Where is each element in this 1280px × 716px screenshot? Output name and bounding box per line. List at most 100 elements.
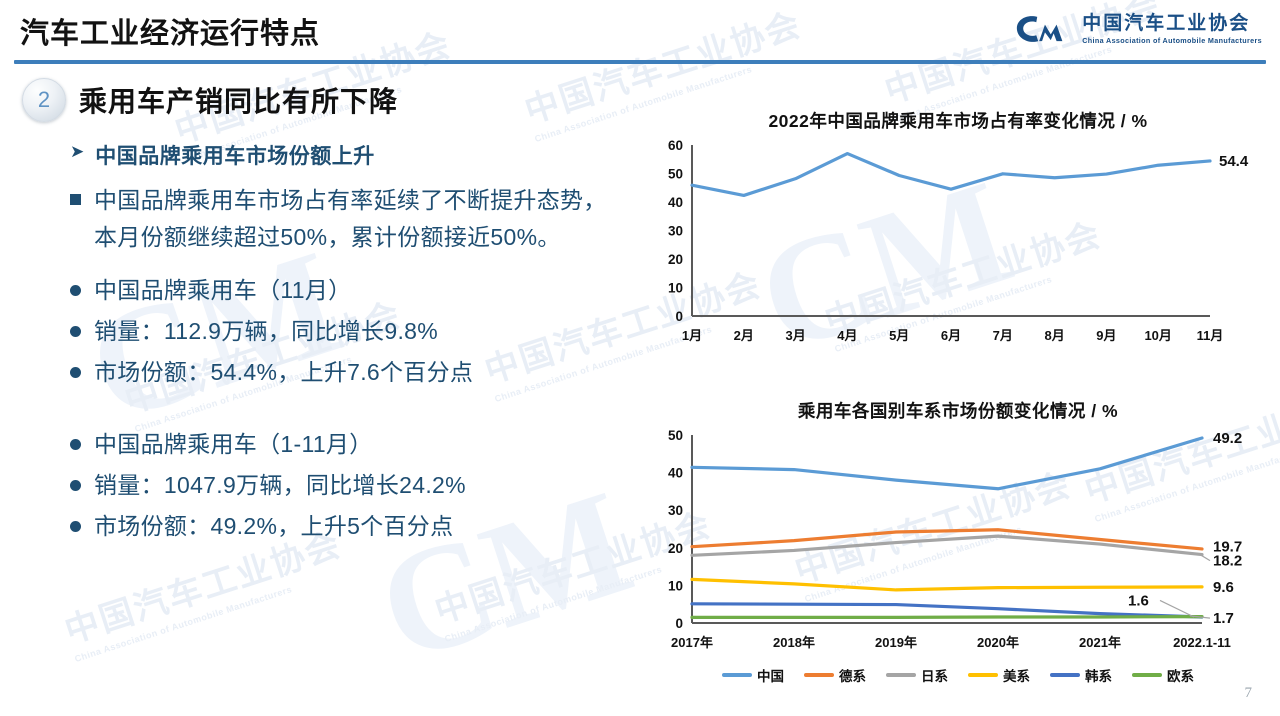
legend-item-日系[interactable]: 日系 xyxy=(886,665,948,685)
x-axis-tick: 3月 xyxy=(785,328,805,343)
data-label: 1.7 xyxy=(1213,610,1234,627)
y-axis-tick: 30 xyxy=(668,224,683,239)
chart-market-share-2022: 2022年中国品牌乘用车市场占有率变化情况 / % 0 10 20 30 40 50 60 1… xyxy=(648,108,1268,363)
legend-label: 日系 xyxy=(921,669,948,684)
legend-label: 韩系 xyxy=(1085,669,1112,684)
data-label: 54.4 xyxy=(1219,153,1249,170)
left-content: ➤ 中国品牌乘用车市场份额上升 中国品牌乘用车市场占有率延续了不断提升态势，本月… xyxy=(22,140,642,543)
x-axis-tick: 7月 xyxy=(993,328,1013,343)
section-heading: 2 乘用车产销同比有所下降 xyxy=(22,78,398,122)
square-bullet-icon xyxy=(70,194,81,205)
legend-item-韩系[interactable]: 韩系 xyxy=(1050,665,1112,685)
y-axis-tick: 30 xyxy=(668,503,683,518)
x-axis-tick: 2021年 xyxy=(1079,635,1121,650)
series-line xyxy=(690,577,1204,592)
page-title: 汽车工业经济运行特点 xyxy=(20,18,321,50)
caam-logo-en: China Association of Automobile Manufact… xyxy=(1082,35,1262,45)
chart-title: 2022年中国品牌乘用车市场占有率变化情况 / % xyxy=(768,111,1148,131)
list-item: 中国品牌乘用车（1-11月） xyxy=(70,427,642,461)
caam-logo: 中国汽车工业协会 China Association of Automobile… xyxy=(1015,12,1262,46)
y-axis-tick: 20 xyxy=(668,252,683,267)
legend-item-中国[interactable]: 中国 xyxy=(722,665,784,685)
list-item-label: 销量：112.9万辆，同比增长9.8% xyxy=(94,317,438,344)
caam-logo-icon xyxy=(1017,16,1063,42)
chart-canvas-top: 0 10 20 30 40 50 60 1月 2月 3月 4月 5月 6月 7月 8月 9月 10月 11月 54.… xyxy=(668,138,1249,343)
caam-logo-text: 中国汽车工业协会 China Association of Automobile… xyxy=(1082,14,1262,44)
list-item: 市场份额：49.2%，上升5个百分点 xyxy=(70,509,642,543)
data-label: 19.7 xyxy=(1213,538,1242,555)
dot-bullet-icon xyxy=(70,438,81,450)
legend-swatch-icon xyxy=(968,673,998,677)
series-line xyxy=(690,151,1212,198)
arrow-bullet-label: 中国品牌乘用车市场份额上升 xyxy=(95,145,375,168)
legend-label: 欧系 xyxy=(1167,669,1194,684)
dot-bullet-icon xyxy=(70,479,81,491)
legend-label: 德系 xyxy=(839,669,866,684)
list-item-label: 中国品牌乘用车（1-11月） xyxy=(94,430,373,457)
legend-swatch-icon xyxy=(1050,673,1080,677)
y-axis-tick: 0 xyxy=(675,616,683,631)
list-item: 销量：112.9万辆，同比增长9.8% xyxy=(70,314,642,348)
series-line xyxy=(690,528,1204,551)
y-axis-tick: 50 xyxy=(668,167,683,182)
leader-line xyxy=(1199,554,1211,562)
x-axis-tick: 11月 xyxy=(1197,328,1224,343)
x-axis-tick: 10月 xyxy=(1144,328,1171,343)
x-axis-tick: 2020年 xyxy=(977,635,1019,650)
x-axis-tick: 8月 xyxy=(1044,328,1064,343)
data-label: 49.2 xyxy=(1213,430,1242,447)
series-line xyxy=(690,602,1204,619)
y-axis-tick: 60 xyxy=(668,138,683,153)
leader-line xyxy=(1159,599,1195,618)
bullet-group-b: 中国品牌乘用车（1-11月） 销量：1047.9万辆，同比增长24.2% 市场份… xyxy=(70,427,642,543)
list-item: 市场份额：54.4%，上升7.6个百分点 xyxy=(70,355,642,389)
section-title: 乘用车产销同比有所下降 xyxy=(79,86,399,117)
x-axis-tick: 1月 xyxy=(682,328,702,343)
legend-item-美系[interactable]: 美系 xyxy=(968,665,1030,685)
chart-legend: 中国 德系 日系 美系 韩系 欧系 xyxy=(648,665,1268,685)
series-line xyxy=(690,615,1204,619)
chart-brand-origin-share: 乘用车各国别车系市场份额变化情况 / % 0 10 20 30 40 50 2017年 201… xyxy=(648,398,1268,698)
list-item-label: 市场份额：49.2%，上升5个百分点 xyxy=(94,512,454,539)
dot-bullet-icon xyxy=(70,325,81,337)
series-line xyxy=(690,436,1204,491)
legend-item-欧系[interactable]: 欧系 xyxy=(1132,665,1194,685)
square-bullet-label: 中国品牌乘用车市场占有率延续了不断提升态势，本月份额继续超过50%，累计份额接近… xyxy=(94,187,607,251)
y-axis-tick: 10 xyxy=(668,281,683,296)
x-axis-tick: 4月 xyxy=(837,328,857,343)
chart-canvas-bottom: 0 10 20 30 40 50 2017年 2018年 2019年 2020年 2021年 2022… xyxy=(668,428,1242,650)
y-axis-tick: 40 xyxy=(668,466,683,481)
y-axis-tick: 50 xyxy=(668,428,683,443)
x-axis-tick: 6月 xyxy=(941,328,961,343)
dot-bullet-icon xyxy=(70,366,81,378)
series-line xyxy=(690,534,1204,557)
y-axis-tick: 0 xyxy=(675,309,683,324)
caam-logo-cn: 中国汽车工业协会 xyxy=(1082,12,1251,34)
legend-label: 美系 xyxy=(1003,669,1030,684)
leader-line xyxy=(1189,615,1211,619)
arrow-icon: ➤ xyxy=(70,142,85,161)
spacer xyxy=(22,389,642,411)
section-number-badge: 2 xyxy=(22,78,66,122)
y-axis-tick: 20 xyxy=(668,541,683,556)
dot-bullet-icon xyxy=(70,520,81,532)
x-axis-tick: 2022.1-11 xyxy=(1173,635,1231,650)
legend-item-德系[interactable]: 德系 xyxy=(804,665,866,685)
list-item-label: 中国品牌乘用车（11月） xyxy=(94,276,352,303)
page-number: 7 xyxy=(1244,685,1253,701)
legend-swatch-icon xyxy=(1132,673,1162,677)
x-axis-tick: 2018年 xyxy=(773,635,815,650)
list-item-label: 销量：1047.9万辆，同比增长24.2% xyxy=(94,471,466,498)
bullet-group-a: 中国品牌乘用车（11月） 销量：112.9万辆，同比增长9.8% 市场份额：54… xyxy=(70,273,642,389)
x-axis-tick: 9月 xyxy=(1096,328,1116,343)
y-axis-tick: 40 xyxy=(668,195,683,210)
list-item: 中国品牌乘用车（11月） xyxy=(70,273,642,307)
y-axis-tick: 10 xyxy=(668,578,683,593)
legend-swatch-icon xyxy=(804,673,834,677)
slide-header: 汽车工业经济运行特点 中国汽车工业协会 China Association of… xyxy=(0,0,1280,64)
x-axis-tick: 2019年 xyxy=(875,635,917,650)
dot-bullet-icon xyxy=(70,284,81,296)
legend-swatch-icon xyxy=(886,673,916,677)
data-label: 1.6 xyxy=(1128,592,1149,609)
